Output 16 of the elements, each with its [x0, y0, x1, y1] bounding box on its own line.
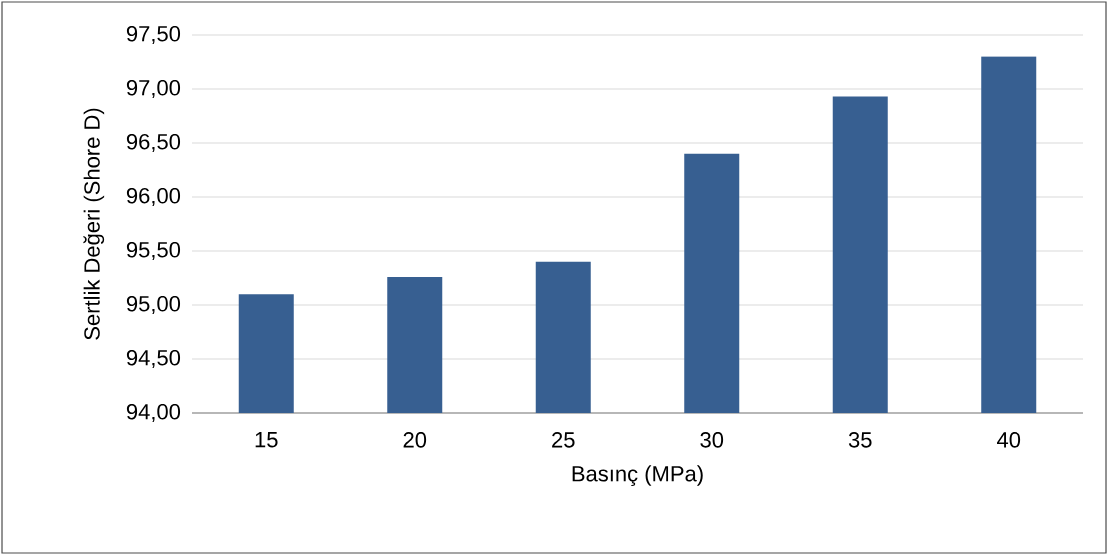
y-tick-label: 94,00 — [126, 403, 181, 423]
y-tick-label: 97,00 — [126, 79, 181, 99]
x-tick-label: 15 — [255, 432, 278, 448]
y-tick-label: 96,00 — [126, 187, 181, 207]
y-tick-label: 95,50 — [126, 241, 181, 261]
y-tick-label: 96,50 — [126, 133, 181, 153]
x-tick-label: 30 — [700, 432, 724, 448]
x-tick-label: 25 — [552, 432, 575, 448]
x-tick-label: 20 — [403, 432, 427, 448]
y-axis-title: Sertlik Değeri (Shore D) — [83, 108, 105, 340]
x-axis-title: Basınç (MPa) — [572, 465, 703, 486]
y-tick-label: 94,50 — [126, 349, 181, 369]
y-tick-label: 95,00 — [126, 295, 181, 315]
x-tick-label: 40 — [997, 432, 1021, 448]
x-tick-label: 35 — [848, 432, 872, 448]
y-tick-label: 97,50 — [126, 25, 181, 45]
